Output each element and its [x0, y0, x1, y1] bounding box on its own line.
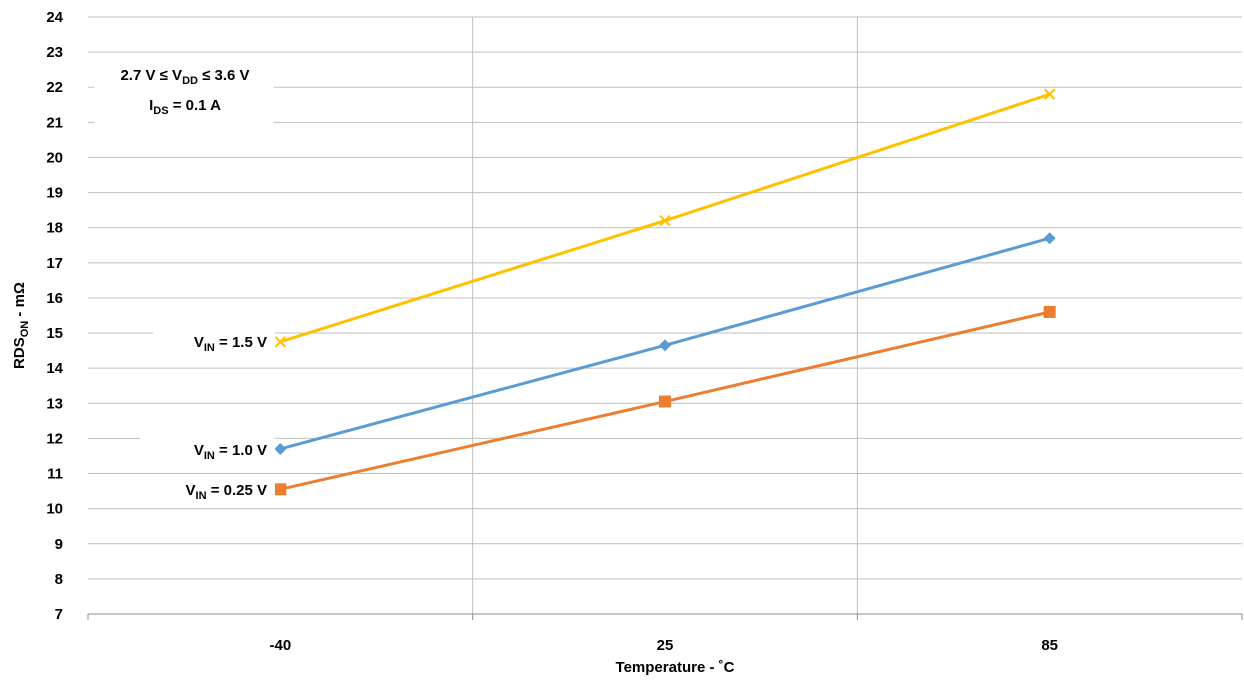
annotation-vdd: 2.7 V ≤ VDD ≤ 3.6 V	[120, 67, 249, 87]
y-tick-label: 18	[46, 220, 63, 237]
series-label-suffix: = 1.0 V	[215, 442, 267, 459]
annotation-vdd-sub: DD	[182, 75, 198, 87]
x-tick-label: 85	[1041, 637, 1058, 654]
series-label-background	[140, 436, 275, 464]
y-tick-label: 11	[47, 466, 63, 483]
data-point-square-marker	[1043, 305, 1056, 318]
data-point-diamond-marker	[1043, 232, 1056, 245]
x-tick-label: -40	[269, 637, 291, 654]
y-axis-title-rest: - mΩ	[11, 282, 28, 321]
data-point-diamond-marker	[659, 339, 671, 352]
y-tick-label: 8	[55, 571, 63, 588]
series-label: VIN = 0.25 V	[186, 482, 267, 502]
series-label-sub: IN	[204, 450, 215, 462]
y-tick-label: 22	[46, 79, 63, 96]
y-axis-title-main: RDS	[11, 337, 28, 369]
series-label-sub: IN	[204, 342, 215, 354]
series-label-prefix: V	[194, 442, 204, 459]
y-tick-label: 19	[46, 185, 63, 202]
data-point-x-marker	[1043, 88, 1056, 100]
annotation-background	[94, 58, 274, 126]
series-label-prefix: V	[186, 482, 196, 499]
series-layer	[274, 88, 1056, 496]
y-tick-label: 13	[46, 395, 63, 412]
y-tick-label: 23	[46, 44, 63, 61]
annotation-vdd-b: ≤ 3.6 V	[198, 67, 250, 84]
y-tick-label: 12	[46, 430, 63, 447]
series-diamond	[274, 232, 1056, 455]
y-tick-label: 15	[46, 325, 63, 342]
annotation-ids-sub: DS	[153, 105, 168, 117]
series-label: VIN = 1.0 V	[194, 442, 267, 462]
data-point-x-marker	[659, 214, 671, 227]
y-tick-label: 17	[46, 255, 63, 272]
series-line	[279, 92, 1051, 344]
data-point-x-marker	[274, 336, 287, 348]
annotation-ids-a: I	[149, 97, 153, 114]
data-point-diamond-marker	[274, 442, 287, 455]
series-label-sub: IN	[196, 490, 207, 502]
series-label-suffix: = 0.25 V	[207, 482, 267, 499]
y-tick-label: 7	[55, 606, 63, 623]
x-axis-title: Temperature - ˚C	[616, 659, 735, 676]
y-tick-label: 14	[46, 360, 63, 377]
series-label-suffix: = 1.5 V	[215, 334, 267, 351]
series-square	[274, 305, 1056, 496]
series-label: VIN = 1.5 V	[194, 334, 267, 354]
series-label-prefix: V	[194, 334, 204, 351]
y-axis-title-sub: ON	[19, 321, 31, 338]
grid-layer	[88, 16, 1242, 615]
series-label-background	[140, 476, 275, 504]
y-tick-label: 24	[46, 9, 63, 26]
series-label-background	[153, 328, 275, 356]
annotation-vdd-a: 2.7 V ≤ V	[120, 67, 182, 84]
data-point-square-marker	[659, 395, 671, 408]
x-tick-label: 25	[657, 637, 674, 654]
y-tick-label: 21	[46, 114, 63, 131]
y-tick-label: 16	[46, 290, 63, 307]
axis-layer: 7 8 9 10 11 12 13 14 15 16 17 18 19 20 21 22 23 24 -40 25 85…	[11, 9, 1243, 676]
y-tick-label: 9	[55, 536, 63, 553]
y-axis-title: RDSON - mΩ	[11, 282, 31, 369]
y-tick-label: 10	[46, 501, 63, 518]
data-point-square-marker	[274, 483, 287, 496]
y-tick-label: 20	[46, 149, 63, 166]
annotation-ids-b: = 0.1 A	[169, 97, 222, 114]
annotation-ids: IDS = 0.1 A	[149, 97, 221, 117]
series-x	[274, 88, 1056, 348]
